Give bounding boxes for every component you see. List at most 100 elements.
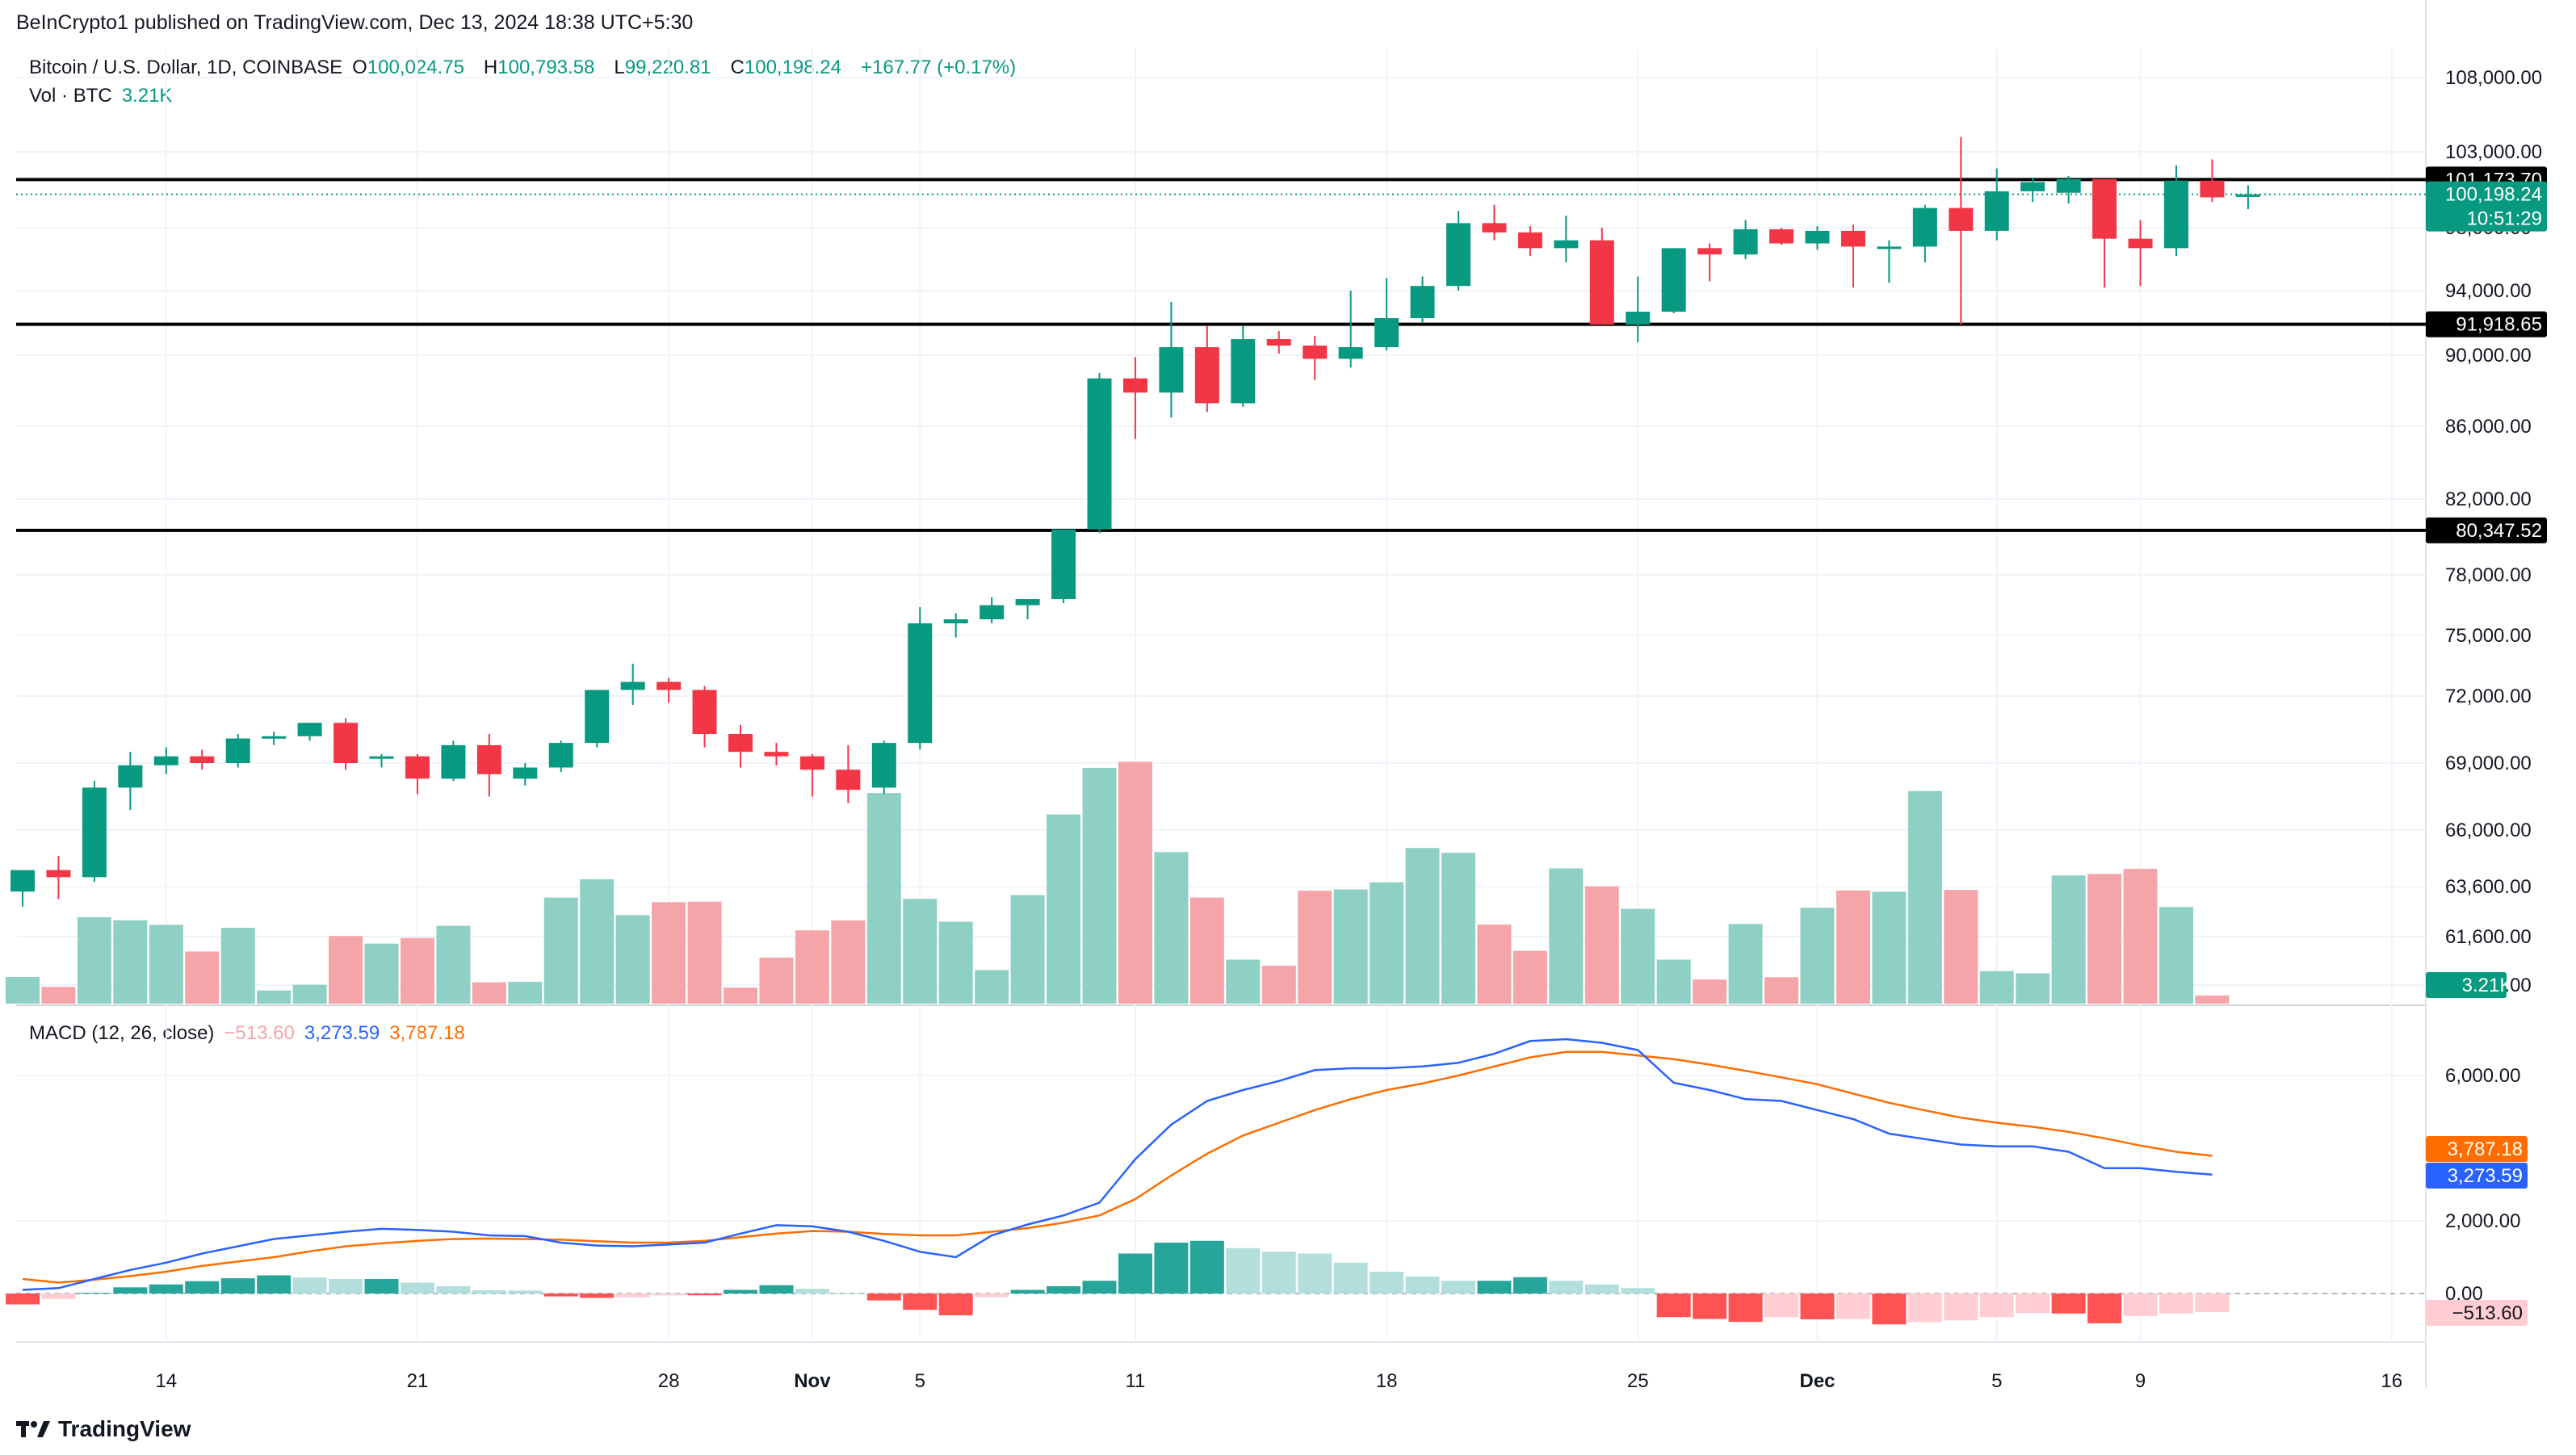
volume-bar xyxy=(1154,852,1189,1004)
volume-bar xyxy=(1118,761,1152,1004)
candle-body xyxy=(46,870,71,878)
candle-body xyxy=(405,756,430,779)
volume-bar xyxy=(795,930,829,1004)
time-tick-label: 21 xyxy=(407,1370,429,1392)
candle-body xyxy=(1231,339,1256,404)
candle-body xyxy=(1589,240,1614,325)
volume-tag: 3.21K xyxy=(2462,975,2513,996)
macd-histogram-bar xyxy=(2087,1294,2122,1323)
volume-bar xyxy=(1764,977,1799,1004)
time-tick-label: 5 xyxy=(1991,1370,2002,1392)
macd-histogram-bar xyxy=(652,1294,686,1296)
macd-histogram-bar xyxy=(1656,1294,1691,1318)
volume-bar xyxy=(1872,891,1907,1004)
volume-bar xyxy=(292,984,327,1004)
low-label: L xyxy=(614,57,625,78)
macd-histogram-bar xyxy=(185,1281,220,1294)
candle-body xyxy=(2020,182,2045,191)
candle-body xyxy=(1733,229,1758,255)
candle-body xyxy=(1303,346,1328,359)
time-tick-label: 25 xyxy=(1627,1370,1649,1392)
macd-histogram-bar xyxy=(1907,1294,1942,1323)
macd-histogram-bar xyxy=(1621,1288,1655,1294)
price-tick-label: 86,000.00 xyxy=(2445,416,2532,438)
price-tick-label: 90,000.00 xyxy=(2445,345,2532,367)
candle-body xyxy=(297,723,322,736)
volume-bar xyxy=(1979,971,2014,1004)
candle-body xyxy=(1840,230,1865,247)
price-legend: Bitcoin / U.S. Dollar, 1D, COINBASE O100,… xyxy=(29,57,1026,79)
candle-body xyxy=(728,734,753,753)
macd-histogram-bar xyxy=(1944,1294,1978,1321)
volume-bar xyxy=(2195,995,2230,1004)
volume-bar xyxy=(220,928,255,1004)
candle-body xyxy=(225,738,250,763)
candle-body xyxy=(1266,339,1291,346)
volume-label: Vol · BTC xyxy=(29,85,112,107)
volume-bar xyxy=(364,943,399,1004)
macd-histogram-bar xyxy=(41,1294,76,1299)
macd-histogram-bar xyxy=(1477,1281,1512,1294)
candle-body xyxy=(548,743,573,768)
volume-bar xyxy=(1693,979,1727,1004)
macd-histogram-bar xyxy=(1693,1294,1727,1319)
macd-histogram-bar xyxy=(149,1284,183,1294)
time-tick-label: 5 xyxy=(915,1370,925,1392)
macd-histogram-bar xyxy=(687,1294,722,1296)
last-price-tag: 100,198.24 xyxy=(2445,184,2542,206)
publisher-line: BeInCrypto1 published on TradingView.com… xyxy=(16,11,694,34)
macd-histogram-bar xyxy=(257,1275,292,1294)
macd-histogram-bar xyxy=(1226,1247,1261,1294)
candle-body xyxy=(1194,347,1219,404)
volume-bar xyxy=(472,982,506,1004)
price-tick-label: 82,000.00 xyxy=(2445,488,2532,510)
macd-histogram-bar xyxy=(2195,1294,2230,1313)
macd-histogram-bar xyxy=(1082,1281,1117,1294)
last-price-tag-bg xyxy=(2426,181,2547,232)
histogram-value-tag: −513.60 xyxy=(2452,1302,2523,1324)
macd-histogram-bar xyxy=(795,1289,829,1294)
candle-body xyxy=(2092,178,2117,239)
macd-histogram-bar xyxy=(1405,1276,1440,1294)
macd-histogram-bar xyxy=(2159,1294,2193,1314)
macd-histogram-bar xyxy=(759,1285,794,1294)
candle-body xyxy=(1697,248,1722,255)
macd-histogram-bar xyxy=(543,1294,578,1297)
macd-histogram-bar xyxy=(1333,1262,1368,1294)
price-tick-label: 103,000.00 xyxy=(2445,141,2542,163)
macd-histogram-bar xyxy=(1512,1277,1547,1294)
macd-legend-macd: 3,273.59 xyxy=(304,1022,380,1044)
macd-histogram-bar xyxy=(1836,1294,1870,1319)
volume-bar xyxy=(1656,959,1691,1004)
candle-body xyxy=(369,756,394,759)
change-value: +167.77 (+0.17%) xyxy=(861,57,1017,78)
candle-body xyxy=(943,619,968,623)
macd-histogram-bar xyxy=(472,1289,506,1294)
symbol-title: Bitcoin / U.S. Dollar, 1D, COINBASE xyxy=(29,57,343,78)
macd-histogram-bar xyxy=(77,1293,111,1294)
candle-body xyxy=(1769,229,1794,244)
candle-body xyxy=(1984,191,2009,231)
volume-bar xyxy=(2159,907,2193,1004)
macd-histogram-bar xyxy=(975,1294,1009,1298)
tradingview-logo-text: TradingView xyxy=(58,1416,191,1441)
tradingview-logo-icon xyxy=(16,1421,50,1437)
volume-bar xyxy=(1584,886,1619,1004)
macd-line xyxy=(22,1038,2213,1291)
volume-legend: Vol · BTC 3.21K xyxy=(29,85,182,107)
open-value: 100,024.75 xyxy=(367,57,464,78)
volume-bar xyxy=(1261,966,1296,1004)
volume-bar xyxy=(652,902,686,1004)
volume-bar xyxy=(1621,908,1655,1004)
macd-histogram-bar xyxy=(1261,1252,1296,1294)
macd-histogram-bar xyxy=(724,1289,757,1294)
candle-body xyxy=(153,756,178,765)
volume-bar xyxy=(687,901,722,1004)
macd-histogram-bar xyxy=(329,1279,363,1294)
macd-histogram-bar xyxy=(1010,1289,1045,1294)
volume-bar xyxy=(257,990,292,1004)
macd-histogram-bar xyxy=(1298,1253,1332,1294)
candle-body xyxy=(513,767,538,779)
macd-histogram-bar xyxy=(580,1294,615,1298)
